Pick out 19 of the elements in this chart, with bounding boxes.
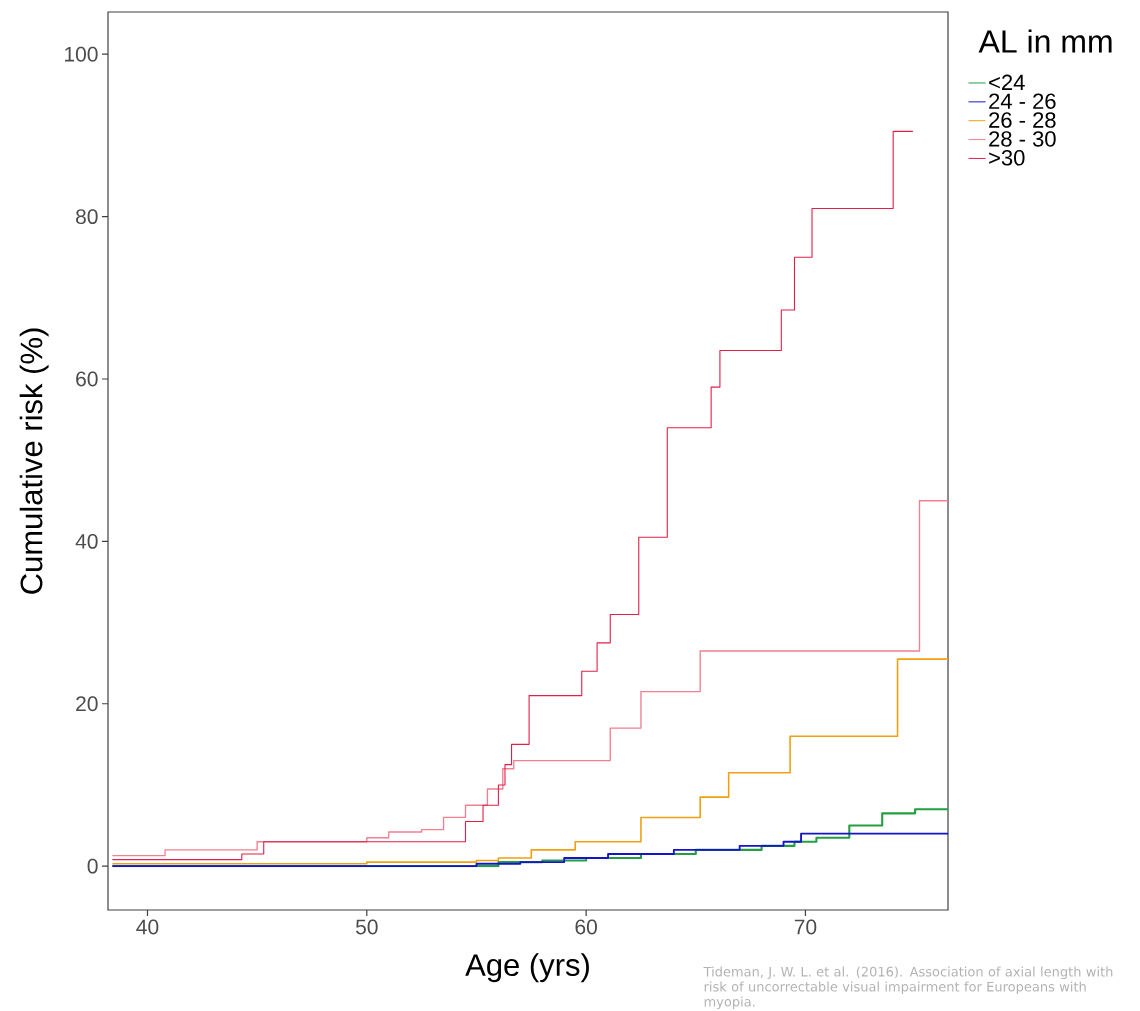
x-axis-title: Age (yrs) — [465, 953, 589, 983]
x-tick-label: 60 — [575, 919, 597, 935]
x-tick-label: 50 — [355, 919, 378, 935]
legend-title: AL in mm — [978, 29, 1112, 53]
y-tick-label: 100 — [65, 46, 98, 62]
legend-label: 24 - 26 — [989, 93, 1056, 109]
y-tick-label: 80 — [76, 209, 98, 225]
legend-label: >30 — [989, 149, 1025, 166]
legend-label: <24 — [989, 74, 1025, 90]
y-tick-label: 40 — [75, 533, 98, 549]
x-tick-label: 40 — [136, 919, 159, 935]
legend-label: 26 - 28 — [989, 112, 1056, 128]
x-tick-label: 70 — [794, 919, 817, 935]
y-axis-title: Cumulative risk (%) — [19, 328, 49, 594]
text: Tideman, J. W. L. et al. (2016). Association of axial length with risk of uncorrectable visual impairment for Europeans with myopia. — [703, 966, 1113, 1010]
y-tick-label: 20 — [76, 696, 98, 712]
y-tick-label: 0 — [87, 858, 98, 874]
legend-label: 28 - 30 — [989, 131, 1056, 147]
y-tick-label: 60 — [76, 371, 98, 387]
